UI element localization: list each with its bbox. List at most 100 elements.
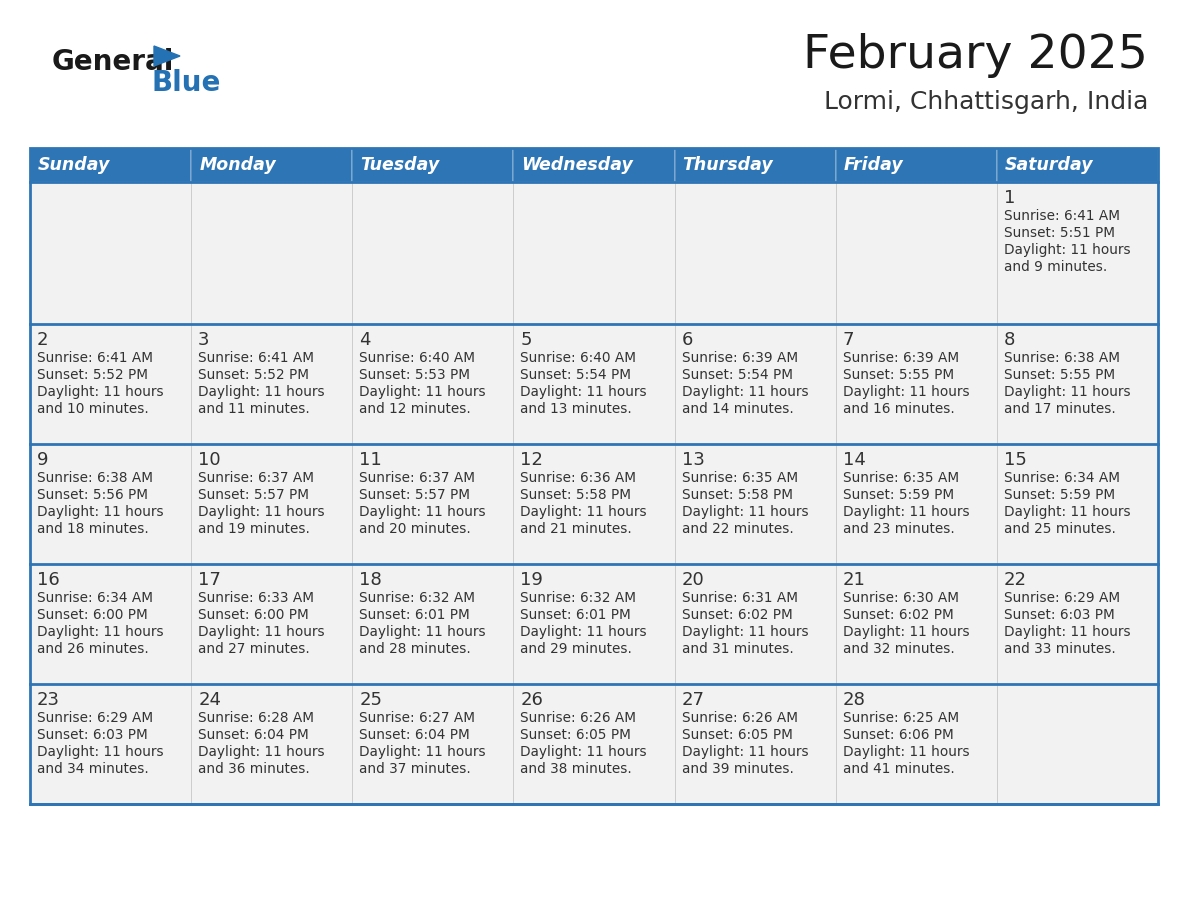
Text: Sunset: 5:57 PM: Sunset: 5:57 PM [359, 488, 470, 502]
Bar [997, 684, 1158, 804]
Text: 19: 19 [520, 571, 543, 589]
Text: 1: 1 [1004, 189, 1016, 207]
Bar [191, 182, 353, 324]
Text: Sunset: 6:00 PM: Sunset: 6:00 PM [37, 608, 147, 622]
Text: Sunset: 6:03 PM: Sunset: 6:03 PM [1004, 608, 1114, 622]
Text: and 22 minutes.: and 22 minutes. [682, 522, 794, 536]
Text: and 18 minutes.: and 18 minutes. [37, 522, 148, 536]
Bar [513, 148, 675, 182]
Text: Daylight: 11 hours: Daylight: 11 hours [842, 505, 969, 519]
Text: Sunrise: 6:27 AM: Sunrise: 6:27 AM [359, 711, 475, 725]
Bar [191, 564, 353, 684]
Polygon shape [154, 46, 181, 66]
Bar [997, 182, 1158, 324]
Text: Sunrise: 6:32 AM: Sunrise: 6:32 AM [520, 591, 637, 605]
Bar [30, 684, 191, 804]
Bar [353, 324, 513, 444]
Text: Daylight: 11 hours: Daylight: 11 hours [359, 625, 486, 639]
Text: Sunrise: 6:32 AM: Sunrise: 6:32 AM [359, 591, 475, 605]
Bar [353, 564, 513, 684]
Text: General: General [52, 48, 175, 76]
Text: 12: 12 [520, 451, 543, 469]
Bar [513, 182, 675, 324]
Text: Daylight: 11 hours: Daylight: 11 hours [198, 385, 324, 399]
Text: Sunset: 6:02 PM: Sunset: 6:02 PM [682, 608, 792, 622]
Text: Daylight: 11 hours: Daylight: 11 hours [1004, 385, 1131, 399]
Text: and 23 minutes.: and 23 minutes. [842, 522, 954, 536]
Text: Thursday: Thursday [683, 156, 773, 174]
Text: and 26 minutes.: and 26 minutes. [37, 642, 148, 656]
Text: 16: 16 [37, 571, 59, 589]
Text: Sunrise: 6:29 AM: Sunrise: 6:29 AM [1004, 591, 1120, 605]
Text: 8: 8 [1004, 331, 1016, 349]
Bar [997, 324, 1158, 444]
Text: Sunrise: 6:41 AM: Sunrise: 6:41 AM [1004, 209, 1120, 223]
Text: Sunset: 5:57 PM: Sunset: 5:57 PM [198, 488, 309, 502]
Text: Sunrise: 6:28 AM: Sunrise: 6:28 AM [198, 711, 314, 725]
Text: and 27 minutes.: and 27 minutes. [198, 642, 310, 656]
Text: Sunrise: 6:30 AM: Sunrise: 6:30 AM [842, 591, 959, 605]
Text: 24: 24 [198, 691, 221, 709]
Text: Daylight: 11 hours: Daylight: 11 hours [359, 505, 486, 519]
Text: Daylight: 11 hours: Daylight: 11 hours [842, 385, 969, 399]
Text: 20: 20 [682, 571, 704, 589]
Bar [513, 684, 675, 804]
Bar [513, 324, 675, 444]
Bar [353, 182, 513, 324]
Text: 15: 15 [1004, 451, 1026, 469]
Text: Daylight: 11 hours: Daylight: 11 hours [198, 625, 324, 639]
Bar [191, 684, 353, 804]
Bar [30, 148, 191, 182]
Text: Sunset: 6:04 PM: Sunset: 6:04 PM [198, 728, 309, 742]
Text: and 9 minutes.: and 9 minutes. [1004, 260, 1107, 274]
Text: and 37 minutes.: and 37 minutes. [359, 762, 470, 776]
Text: Sunset: 6:04 PM: Sunset: 6:04 PM [359, 728, 470, 742]
Bar [835, 324, 997, 444]
Bar [30, 148, 1158, 804]
Text: Daylight: 11 hours: Daylight: 11 hours [682, 625, 808, 639]
Bar [30, 182, 191, 324]
Text: Sunset: 5:53 PM: Sunset: 5:53 PM [359, 368, 470, 382]
Bar [30, 444, 191, 564]
Text: Sunset: 5:54 PM: Sunset: 5:54 PM [682, 368, 792, 382]
Text: 4: 4 [359, 331, 371, 349]
Text: and 19 minutes.: and 19 minutes. [198, 522, 310, 536]
Text: 10: 10 [198, 451, 221, 469]
Text: and 20 minutes.: and 20 minutes. [359, 522, 470, 536]
Text: 6: 6 [682, 331, 693, 349]
Text: Sunrise: 6:38 AM: Sunrise: 6:38 AM [1004, 351, 1120, 365]
Bar [191, 148, 353, 182]
Text: Sunset: 5:52 PM: Sunset: 5:52 PM [198, 368, 309, 382]
Text: Daylight: 11 hours: Daylight: 11 hours [520, 625, 647, 639]
Text: Sunset: 6:01 PM: Sunset: 6:01 PM [359, 608, 470, 622]
Bar [835, 564, 997, 684]
Text: Sunrise: 6:34 AM: Sunrise: 6:34 AM [37, 591, 153, 605]
Text: Daylight: 11 hours: Daylight: 11 hours [37, 385, 164, 399]
Text: Daylight: 11 hours: Daylight: 11 hours [1004, 625, 1131, 639]
Text: and 28 minutes.: and 28 minutes. [359, 642, 470, 656]
Text: Sunset: 5:58 PM: Sunset: 5:58 PM [520, 488, 632, 502]
Text: 17: 17 [198, 571, 221, 589]
Text: Sunrise: 6:40 AM: Sunrise: 6:40 AM [520, 351, 637, 365]
Text: and 12 minutes.: and 12 minutes. [359, 402, 470, 416]
Text: Daylight: 11 hours: Daylight: 11 hours [842, 625, 969, 639]
Text: and 31 minutes.: and 31 minutes. [682, 642, 794, 656]
Text: Sunset: 5:58 PM: Sunset: 5:58 PM [682, 488, 792, 502]
Text: Sunrise: 6:38 AM: Sunrise: 6:38 AM [37, 471, 153, 485]
Bar [675, 444, 835, 564]
Text: Tuesday: Tuesday [360, 156, 440, 174]
Text: and 41 minutes.: and 41 minutes. [842, 762, 954, 776]
Text: Daylight: 11 hours: Daylight: 11 hours [198, 745, 324, 759]
Text: 22: 22 [1004, 571, 1026, 589]
Bar [353, 684, 513, 804]
Text: Sunset: 5:55 PM: Sunset: 5:55 PM [842, 368, 954, 382]
Text: Daylight: 11 hours: Daylight: 11 hours [520, 385, 647, 399]
Bar [353, 148, 513, 182]
Text: Daylight: 11 hours: Daylight: 11 hours [1004, 243, 1131, 257]
Text: Sunset: 6:00 PM: Sunset: 6:00 PM [198, 608, 309, 622]
Text: 27: 27 [682, 691, 704, 709]
Text: Sunset: 6:01 PM: Sunset: 6:01 PM [520, 608, 631, 622]
Bar [513, 444, 675, 564]
Text: Sunset: 5:59 PM: Sunset: 5:59 PM [842, 488, 954, 502]
Text: Sunrise: 6:29 AM: Sunrise: 6:29 AM [37, 711, 153, 725]
